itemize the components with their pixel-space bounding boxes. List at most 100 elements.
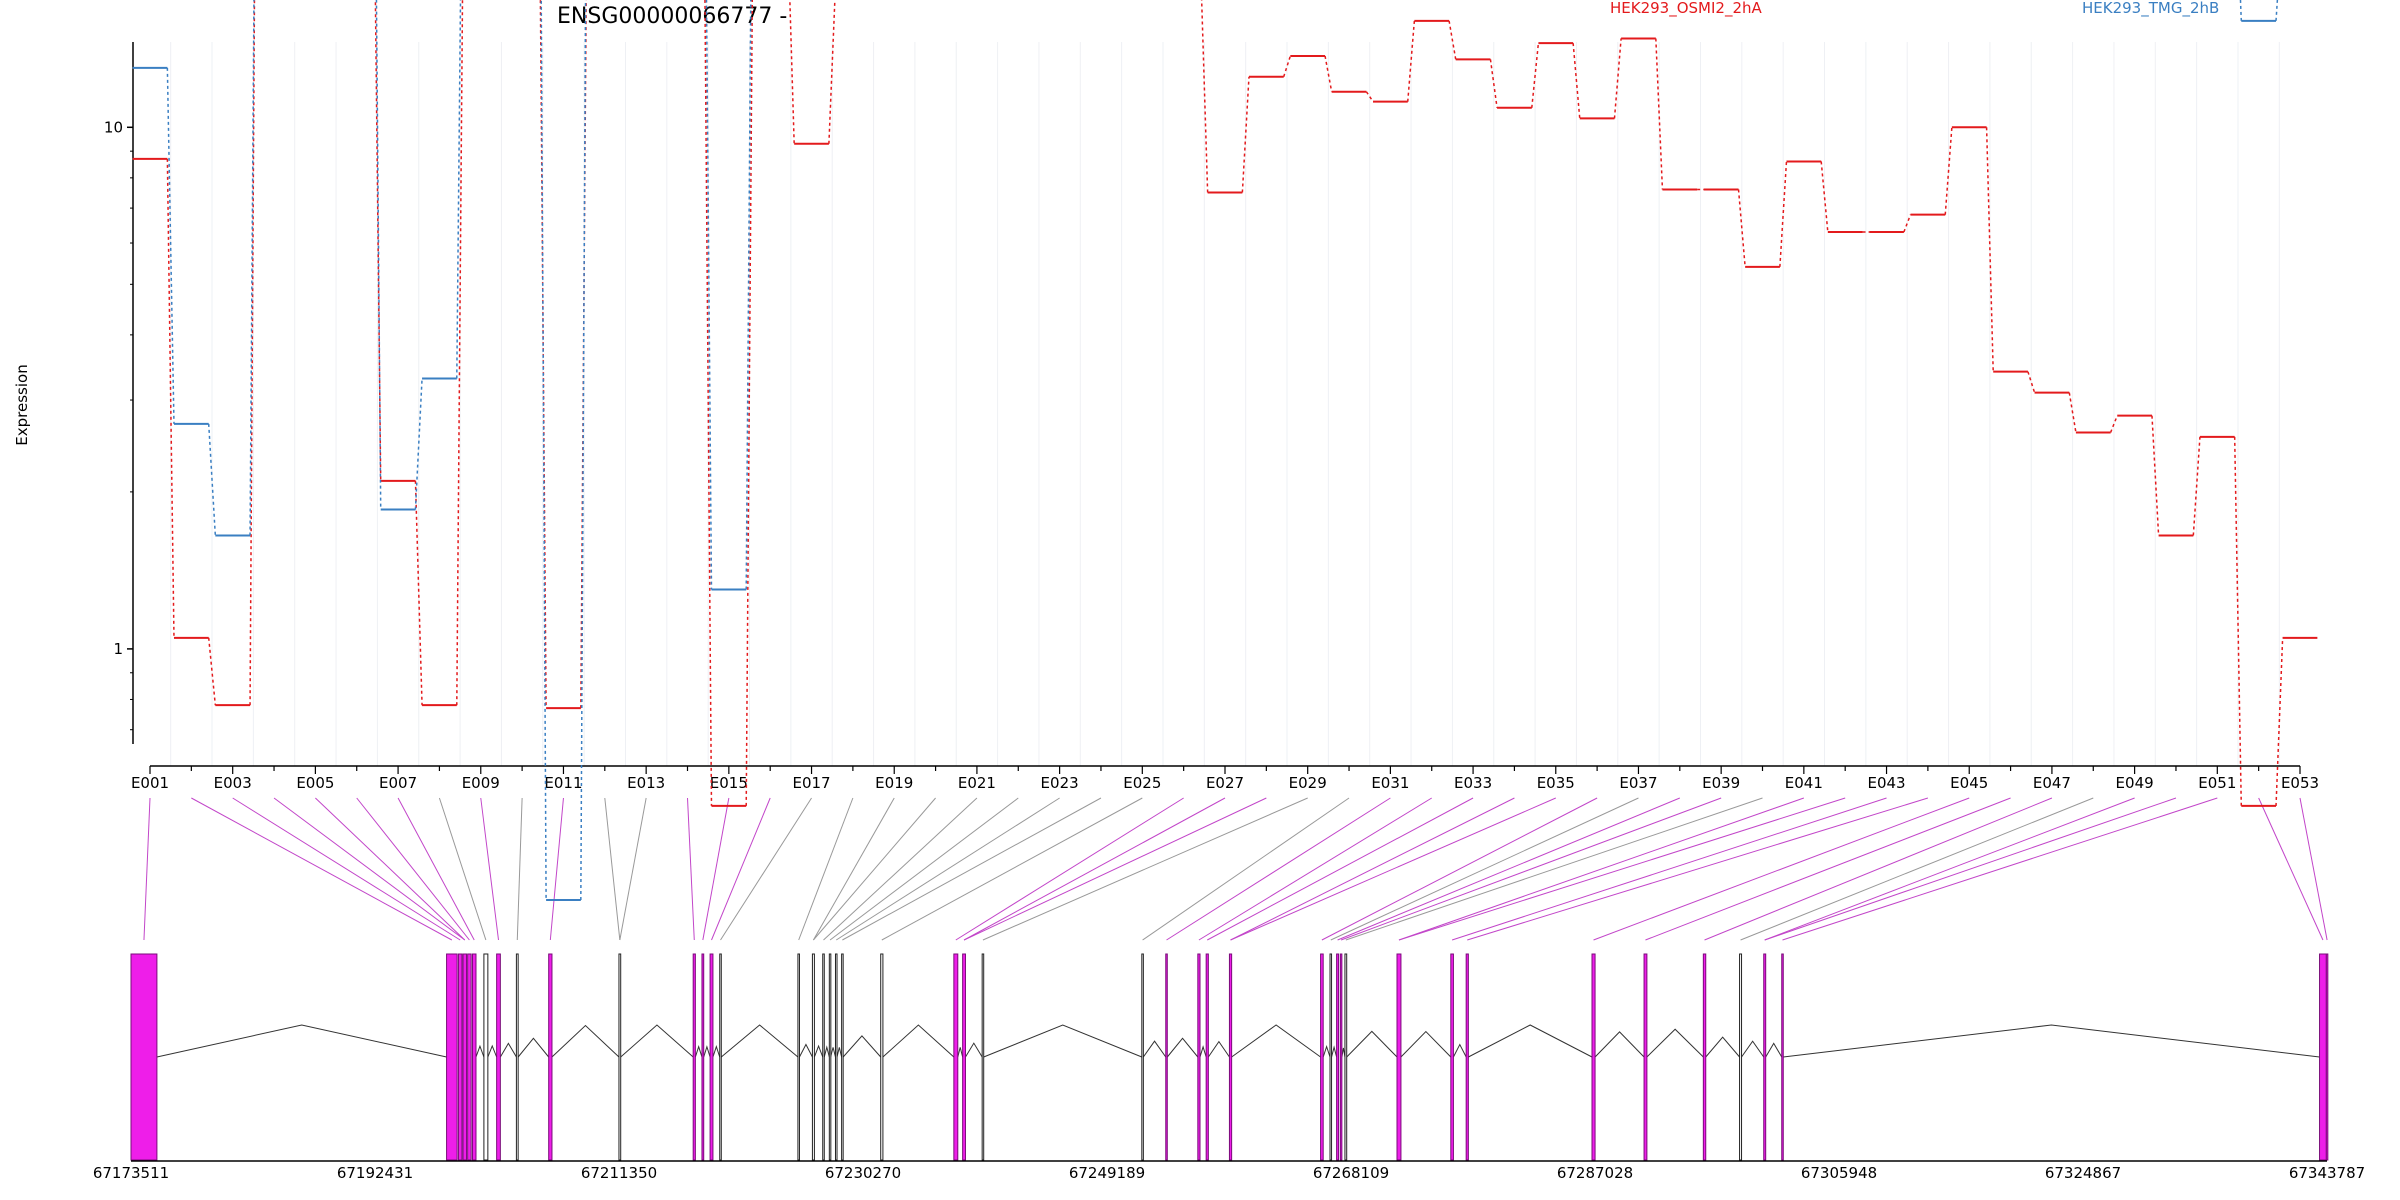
exon-connector — [1345, 797, 1763, 941]
data-connector — [2239, 0, 2243, 21]
genomic-tick-label: 67324867 — [2045, 1164, 2121, 1182]
intron-line — [823, 1045, 830, 1058]
data-connector — [2275, 637, 2284, 806]
exon-connector — [963, 797, 1267, 941]
exon-connector — [1330, 797, 1639, 941]
data-connector — [207, 637, 217, 706]
data-connector — [1282, 55, 1292, 77]
exon-connector — [619, 797, 647, 941]
data-connector — [789, 0, 795, 144]
intron-line — [836, 1047, 843, 1058]
exon-connector — [397, 797, 475, 941]
exon-connectors — [143, 797, 2328, 941]
data-connector — [1531, 43, 1540, 108]
exon-box — [483, 953, 489, 1161]
data-connector — [540, 0, 547, 901]
exon-connector — [1764, 797, 2135, 941]
data-connector — [580, 0, 587, 901]
exon-connector — [143, 797, 151, 941]
intron-line — [1765, 1042, 1783, 1058]
series-lines — [132, 0, 2318, 902]
intron-line — [1646, 1028, 1704, 1058]
intron-line — [842, 1035, 882, 1058]
data-connector — [1613, 38, 1622, 119]
genomic-tick-label: 67211350 — [581, 1164, 657, 1182]
data-connector — [249, 0, 255, 536]
exon-box — [1591, 953, 1596, 1161]
exon-connector — [1398, 797, 1805, 941]
x-tick-label: E043 — [1867, 774, 1905, 792]
exon-connector — [1645, 797, 2011, 941]
exon-box — [2319, 953, 2327, 1161]
exon-box — [548, 953, 553, 1161]
exon-box — [1141, 953, 1144, 1161]
intron-line — [1331, 1045, 1338, 1058]
x-tick-label: E031 — [1371, 774, 1409, 792]
data-connector — [704, 0, 713, 806]
exon-box — [1336, 953, 1340, 1161]
exon-box — [1739, 953, 1743, 1161]
exon-box — [692, 953, 696, 1161]
exon-connector — [842, 797, 1102, 941]
exon-connector — [1593, 797, 1970, 941]
x-tick-label: E015 — [710, 774, 748, 792]
intron-line — [499, 1042, 517, 1058]
exon-connector — [1398, 797, 1846, 941]
x-tick-label: E049 — [2116, 774, 2154, 792]
data-connector — [1655, 38, 1664, 190]
exon-box — [828, 953, 832, 1161]
exon-box — [953, 953, 959, 1161]
x-tick-label: E029 — [1289, 774, 1327, 792]
exon-connector — [687, 797, 695, 941]
x-tick-label: E021 — [958, 774, 996, 792]
exon-connector — [963, 797, 1226, 941]
exon-connector — [955, 797, 1184, 941]
intron-line — [703, 1045, 711, 1058]
gene-model — [130, 953, 2329, 1161]
data-connector — [1365, 91, 1374, 103]
data-connector — [414, 378, 423, 510]
exon-connector — [835, 797, 1060, 941]
x-tick-label: E003 — [214, 774, 252, 792]
data-connector — [2192, 436, 2201, 536]
intron-line — [475, 1044, 485, 1058]
data-connector — [456, 0, 464, 706]
intron-line — [517, 1037, 550, 1058]
data-connector — [2068, 392, 2077, 433]
exon-box — [1165, 953, 1168, 1161]
data-connector — [456, 0, 462, 379]
exon-box — [496, 953, 501, 1161]
data-connector — [1241, 76, 1250, 193]
genomic-tick-label: 67287028 — [1557, 1164, 1633, 1182]
exon-connector — [1207, 797, 1474, 941]
exon-box — [709, 953, 714, 1161]
data-connector — [1324, 55, 1333, 92]
data-connector — [828, 0, 836, 144]
exon-box — [719, 953, 722, 1161]
exon-box — [1450, 953, 1454, 1161]
intron-line — [487, 1044, 498, 1058]
exon-connector — [356, 797, 470, 941]
exon-connector — [1142, 797, 1350, 941]
data-connector — [374, 0, 382, 481]
x-tick-label: E051 — [2198, 774, 2236, 792]
data-connector — [414, 480, 423, 706]
genomic-tick-label: 67343787 — [2289, 1164, 2365, 1182]
genomic-tick-label: 67249189 — [1069, 1164, 1145, 1182]
x-tick-label: E027 — [1206, 774, 1244, 792]
genomic-axis: 67173511 67192431 67211350 67230270 67249189… — [93, 1160, 2365, 1182]
exon-box — [471, 953, 477, 1161]
genomic-tick-label: 67305948 — [1801, 1164, 1877, 1182]
intron-line — [1783, 1024, 2320, 1058]
x-tick-label: E007 — [379, 774, 417, 792]
data-connector — [207, 423, 217, 536]
exon-box — [467, 953, 472, 1161]
data-connector — [745, 0, 752, 590]
exon-box — [1465, 953, 1469, 1161]
intron-line — [1231, 1024, 1321, 1058]
exon-connector — [813, 797, 936, 941]
exon-box — [880, 953, 884, 1161]
data-connector — [1489, 59, 1498, 108]
exon-box — [797, 953, 800, 1161]
intron-line — [1207, 1040, 1230, 1058]
